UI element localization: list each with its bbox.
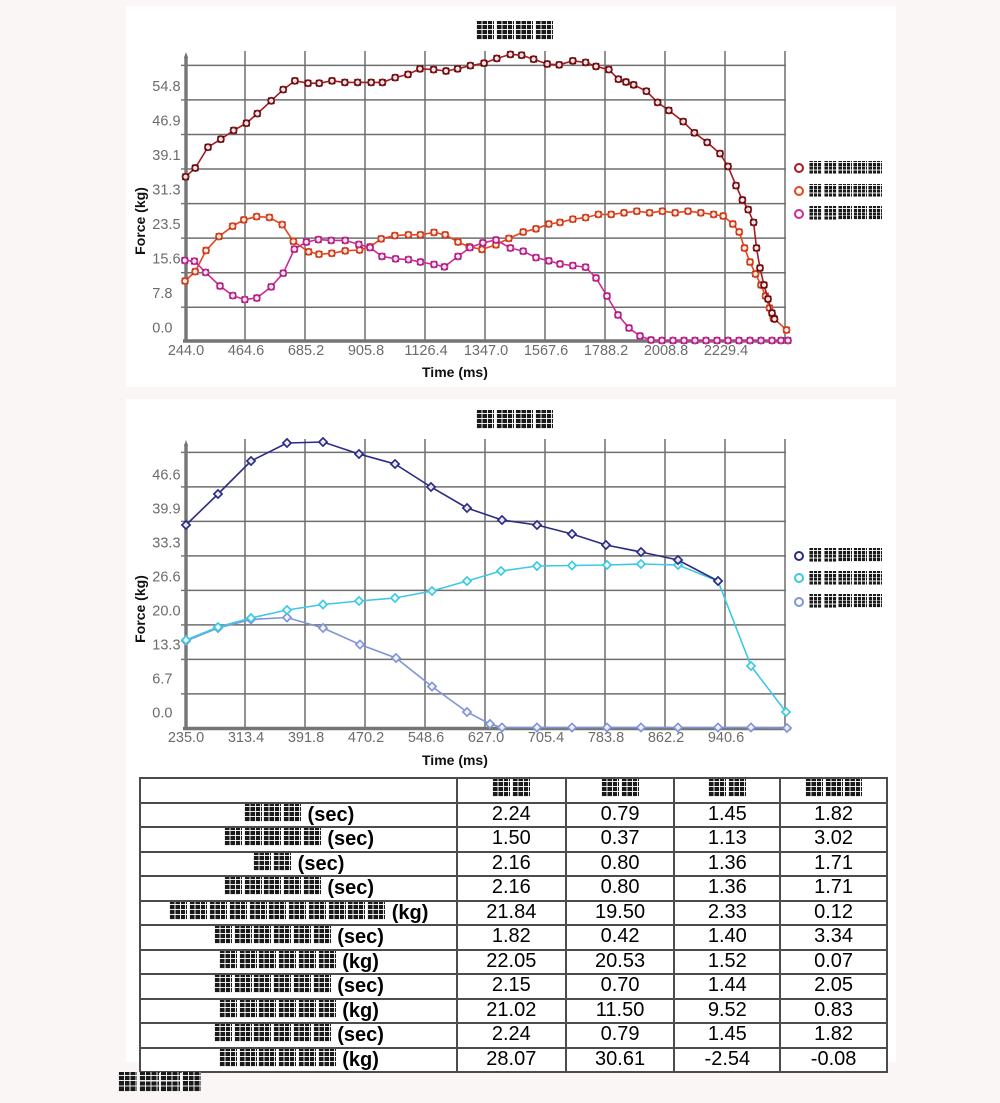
svg-text:1788.2: 1788.2 <box>584 343 628 359</box>
svg-text:20.0: 20.0 <box>152 604 180 620</box>
svg-text:905.8: 905.8 <box>348 343 384 359</box>
svg-text:39.1: 39.1 <box>152 148 180 164</box>
svg-text:244.0: 244.0 <box>168 343 204 359</box>
svg-text:46.6: 46.6 <box>152 467 180 483</box>
svg-text:6.7: 6.7 <box>152 672 172 688</box>
svg-text:54.8: 54.8 <box>152 79 180 95</box>
svg-text:1347.0: 1347.0 <box>464 343 508 359</box>
svg-text:470.2: 470.2 <box>348 730 384 746</box>
svg-text:46.9: 46.9 <box>152 113 180 129</box>
svg-text:464.6: 464.6 <box>228 343 264 359</box>
svg-text:0.0: 0.0 <box>152 320 172 336</box>
svg-text:13.3: 13.3 <box>152 638 180 654</box>
svg-text:862.2: 862.2 <box>648 730 684 746</box>
svg-text:1126.4: 1126.4 <box>404 343 447 359</box>
svg-text:705.4: 705.4 <box>528 730 564 746</box>
svg-text:235.0: 235.0 <box>168 730 204 746</box>
svg-text:940.6: 940.6 <box>708 730 744 746</box>
svg-text:1567.6: 1567.6 <box>524 343 568 359</box>
svg-text:685.2: 685.2 <box>288 343 324 359</box>
svg-text:39.9: 39.9 <box>152 501 180 517</box>
svg-text:26.6: 26.6 <box>152 570 180 586</box>
svg-text:548.6: 548.6 <box>408 730 444 746</box>
svg-text:783.8: 783.8 <box>588 730 624 746</box>
svg-text:23.5: 23.5 <box>152 217 180 233</box>
svg-text:0.0: 0.0 <box>152 706 172 722</box>
svg-text:627.0: 627.0 <box>468 730 504 746</box>
svg-text:33.3: 33.3 <box>152 535 180 551</box>
svg-text:2008.8: 2008.8 <box>644 343 688 359</box>
svg-text:2229.4: 2229.4 <box>704 343 748 359</box>
svg-text:7.8: 7.8 <box>152 286 172 302</box>
svg-text:15.6: 15.6 <box>152 251 180 267</box>
svg-text:313.4: 313.4 <box>228 730 264 746</box>
svg-text:391.8: 391.8 <box>288 730 324 746</box>
svg-text:31.3: 31.3 <box>152 182 180 198</box>
